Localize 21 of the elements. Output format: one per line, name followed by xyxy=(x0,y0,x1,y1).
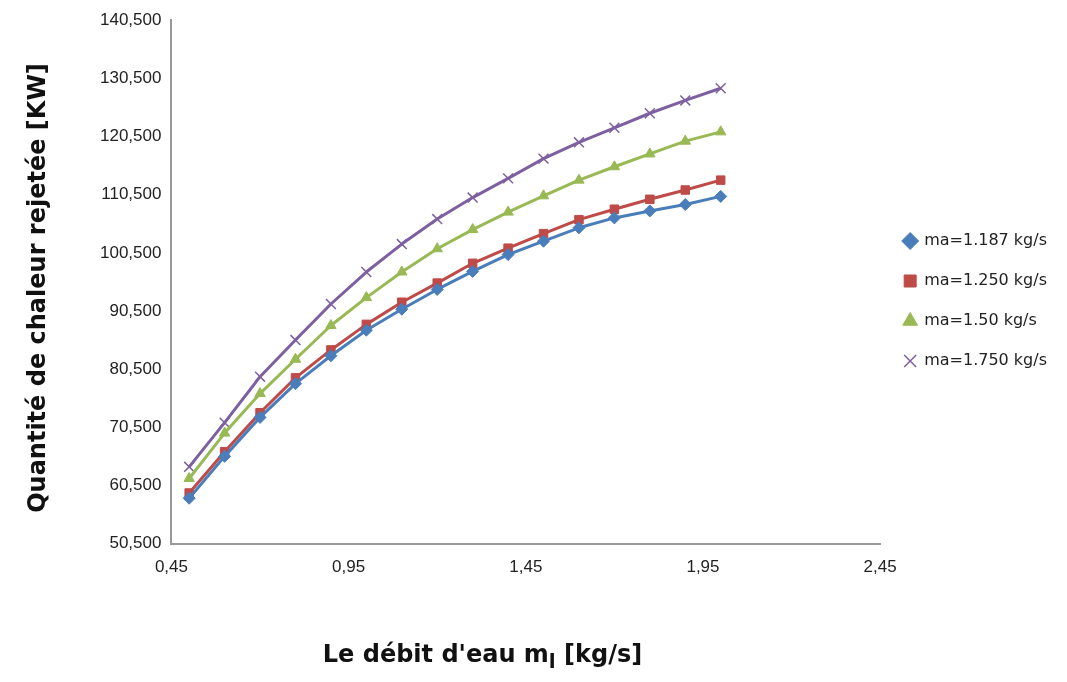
y-axis-title: Quantité de chaleur rejetée [KW] xyxy=(23,63,51,513)
y-tick-label: 50,500 xyxy=(109,533,162,553)
x-axis-title: Le débit d'eau m$_{l}$ [kg/s] xyxy=(321,640,644,673)
y-tick-label: 100,500 xyxy=(100,242,162,262)
y-tick-label: 110,500 xyxy=(101,184,162,204)
y-tick-label: 120,500 xyxy=(100,126,162,146)
x-tick-label: 1,45 xyxy=(509,557,543,577)
y-tick-label: 130,500 xyxy=(100,68,162,88)
x-tick-label: 0,95 xyxy=(332,557,366,577)
y-tick-label: 90,500 xyxy=(109,300,162,320)
x-tick-label: 2,45 xyxy=(863,557,897,577)
x-tick-label: 0,45 xyxy=(154,557,188,577)
legend-label: ma=1.250 kg/s xyxy=(924,270,1048,290)
legend-label: ma=1.750 kg/s xyxy=(924,350,1048,370)
y-tick-label: 70,500 xyxy=(109,416,162,436)
legend-label: ma=1.187 kg/s xyxy=(924,230,1048,250)
y-tick-label: 140,500 xyxy=(100,9,162,29)
y-tick-label: 60,500 xyxy=(109,475,162,495)
x-tick-label: 1,95 xyxy=(686,557,720,577)
y-tick-label: 80,500 xyxy=(109,358,162,378)
legend-label: ma=1.50 kg/s xyxy=(924,310,1037,330)
